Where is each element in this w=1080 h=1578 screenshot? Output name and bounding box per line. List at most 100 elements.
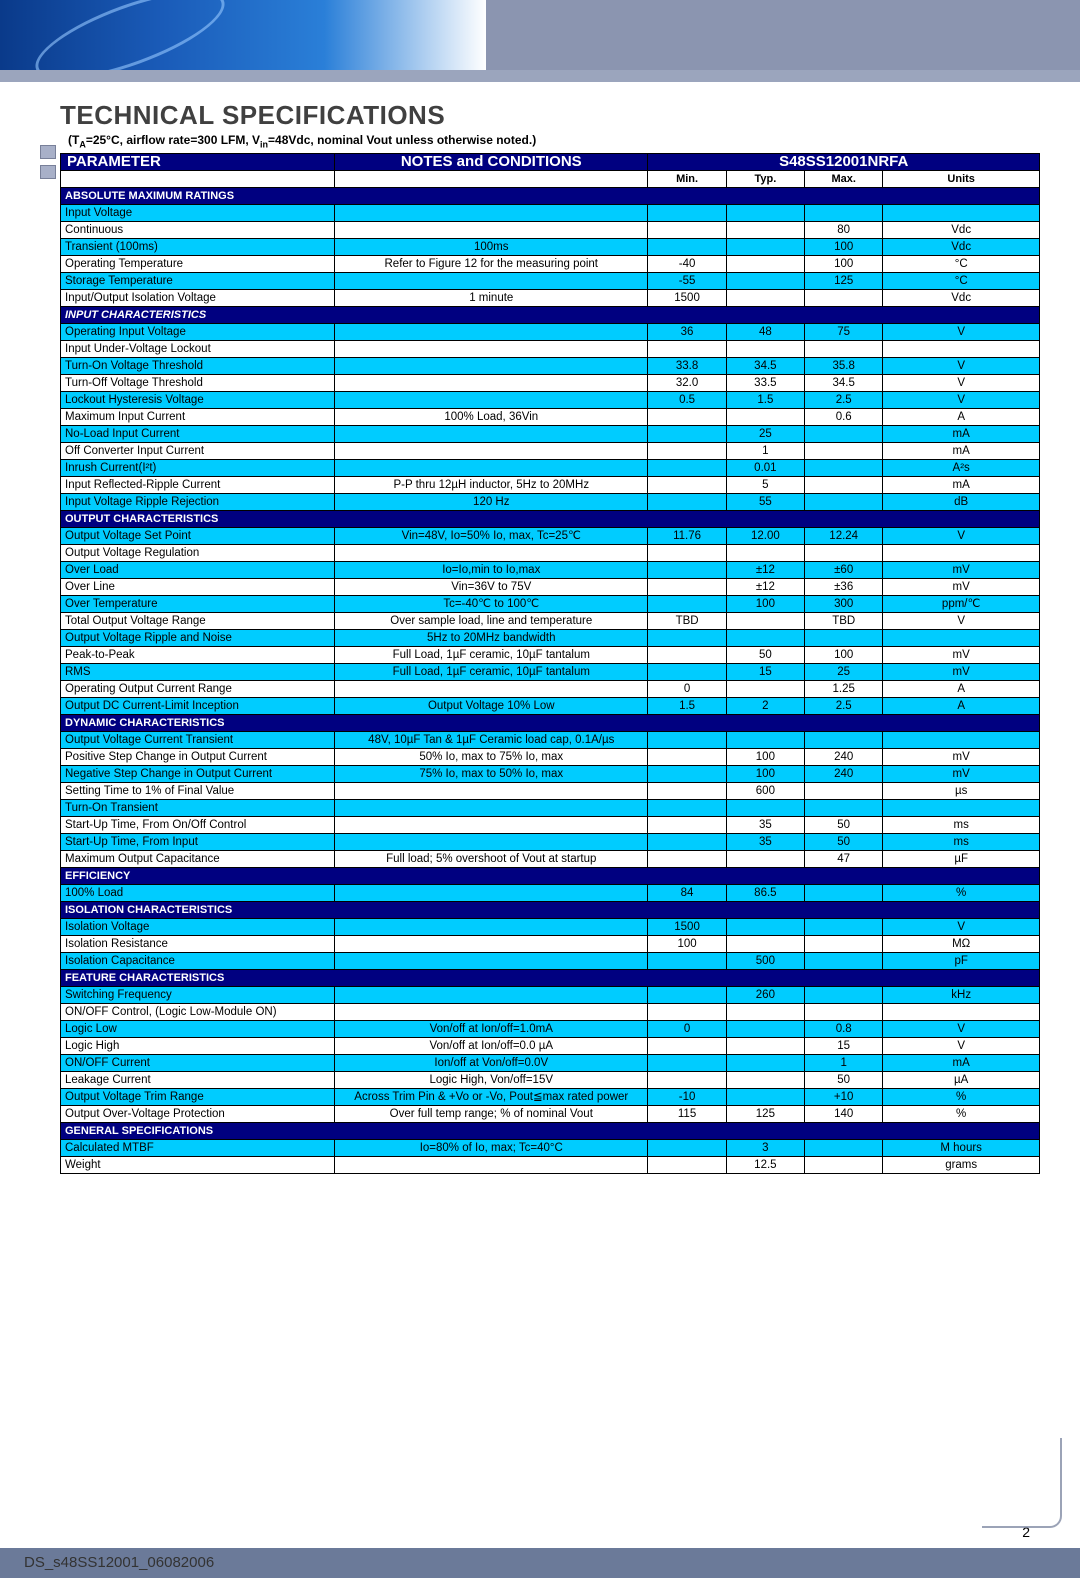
section-label: INPUT CHARACTERISTICS — [61, 307, 1040, 324]
col-units: Units — [883, 171, 1040, 188]
section-header: ISOLATION CHARACTERISTICS — [61, 902, 1040, 919]
table-row: Input Reflected-Ripple CurrentP-P thru 1… — [61, 477, 1040, 494]
table-row: Input Under-Voltage Lockout — [61, 341, 1040, 358]
units-cell: ms — [883, 817, 1040, 834]
max-cell — [805, 630, 883, 647]
units-cell: mA — [883, 1055, 1040, 1072]
min-cell: 0.5 — [648, 392, 726, 409]
units-cell: mV — [883, 766, 1040, 783]
units-cell: Vdc — [883, 222, 1040, 239]
max-cell: 0.6 — [805, 409, 883, 426]
units-cell: % — [883, 1089, 1040, 1106]
param-cell: Over Line — [61, 579, 335, 596]
min-cell — [648, 426, 726, 443]
min-cell: -40 — [648, 256, 726, 273]
units-cell: mA — [883, 426, 1040, 443]
notes-cell: Full Load, 1µF ceramic, 10µF tantalum — [335, 664, 648, 681]
max-cell: 100 — [805, 239, 883, 256]
min-cell — [648, 222, 726, 239]
min-cell: 1.5 — [648, 698, 726, 715]
max-cell: 0.8 — [805, 1021, 883, 1038]
units-cell: mV — [883, 579, 1040, 596]
param-cell: Isolation Resistance — [61, 936, 335, 953]
notes-cell — [335, 460, 648, 477]
col-model: S48SS12001NRFA — [648, 154, 1040, 171]
max-cell — [805, 1140, 883, 1157]
param-cell: Off Converter Input Current — [61, 443, 335, 460]
table-row: Lockout Hysteresis Voltage0.51.52.5V — [61, 392, 1040, 409]
typ-cell: 5 — [726, 477, 804, 494]
min-cell — [648, 494, 726, 511]
param-cell: Inrush Current(I²t) — [61, 460, 335, 477]
typ-cell: 100 — [726, 766, 804, 783]
units-cell: V — [883, 324, 1040, 341]
param-cell: Input Reflected-Ripple Current — [61, 477, 335, 494]
typ-cell — [726, 1089, 804, 1106]
min-cell — [648, 341, 726, 358]
table-row: Operating TemperatureRefer to Figure 12 … — [61, 256, 1040, 273]
min-cell — [648, 562, 726, 579]
table-row: Leakage CurrentLogic High, Von/off=15V50… — [61, 1072, 1040, 1089]
table-row: Transient (100ms)100ms100Vdc — [61, 239, 1040, 256]
param-cell: Logic High — [61, 1038, 335, 1055]
param-cell: Switching Frequency — [61, 987, 335, 1004]
units-cell: MΩ — [883, 936, 1040, 953]
units-cell: °C — [883, 256, 1040, 273]
max-cell: 12.24 — [805, 528, 883, 545]
units-cell: grams — [883, 1157, 1040, 1174]
notes-cell: P-P thru 12µH inductor, 5Hz to 20MHz — [335, 477, 648, 494]
units-cell: A²s — [883, 460, 1040, 477]
typ-cell: 12.00 — [726, 528, 804, 545]
max-cell — [805, 494, 883, 511]
notes-cell: Io=80% of Io, max; Tc=40°C — [335, 1140, 648, 1157]
units-cell: mV — [883, 664, 1040, 681]
param-cell: Weight — [61, 1157, 335, 1174]
max-cell — [805, 477, 883, 494]
units-cell: pF — [883, 953, 1040, 970]
typ-cell: 48 — [726, 324, 804, 341]
typ-cell — [726, 290, 804, 307]
min-cell: 32.0 — [648, 375, 726, 392]
min-cell: 1500 — [648, 290, 726, 307]
table-row: Calculated MTBFIo=80% of Io, max; Tc=40°… — [61, 1140, 1040, 1157]
param-cell: Start-Up Time, From On/Off Control — [61, 817, 335, 834]
typ-cell — [726, 800, 804, 817]
units-cell: V — [883, 392, 1040, 409]
min-cell — [648, 817, 726, 834]
min-cell — [648, 987, 726, 1004]
typ-cell — [726, 222, 804, 239]
notes-cell: Vin=36V to 75V — [335, 579, 648, 596]
side-tabs — [40, 145, 58, 185]
param-cell: Setting Time to 1% of Final Value — [61, 783, 335, 800]
header-divider — [0, 70, 1080, 82]
table-row: Negative Step Change in Output Current75… — [61, 766, 1040, 783]
typ-cell — [726, 273, 804, 290]
document-id: DS_s48SS12001_06082006 — [0, 1548, 1080, 1571]
max-cell: 2.5 — [805, 392, 883, 409]
table-row: Switching Frequency260kHz — [61, 987, 1040, 1004]
notes-cell — [335, 341, 648, 358]
typ-cell — [726, 409, 804, 426]
min-cell: 33.8 — [648, 358, 726, 375]
max-cell — [805, 800, 883, 817]
section-label: ISOLATION CHARACTERISTICS — [61, 902, 1040, 919]
header-graphic — [26, 0, 234, 70]
min-cell: -55 — [648, 273, 726, 290]
units-cell: M hours — [883, 1140, 1040, 1157]
min-cell — [648, 596, 726, 613]
typ-cell — [726, 1038, 804, 1055]
typ-cell: 1 — [726, 443, 804, 460]
max-cell: 240 — [805, 749, 883, 766]
notes-cell — [335, 834, 648, 851]
max-cell: 125 — [805, 273, 883, 290]
col-parameter: PARAMETER — [61, 154, 335, 171]
header-banner — [0, 0, 1080, 70]
notes-cell: Von/off at Ion/off=0.0 µA — [335, 1038, 648, 1055]
typ-cell: 34.5 — [726, 358, 804, 375]
notes-cell: Io=Io,min to Io,max — [335, 562, 648, 579]
table-row: Weight12.5grams — [61, 1157, 1040, 1174]
units-cell: ms — [883, 834, 1040, 851]
units-cell: V — [883, 375, 1040, 392]
typ-cell — [726, 613, 804, 630]
table-row: Turn-On Transient — [61, 800, 1040, 817]
